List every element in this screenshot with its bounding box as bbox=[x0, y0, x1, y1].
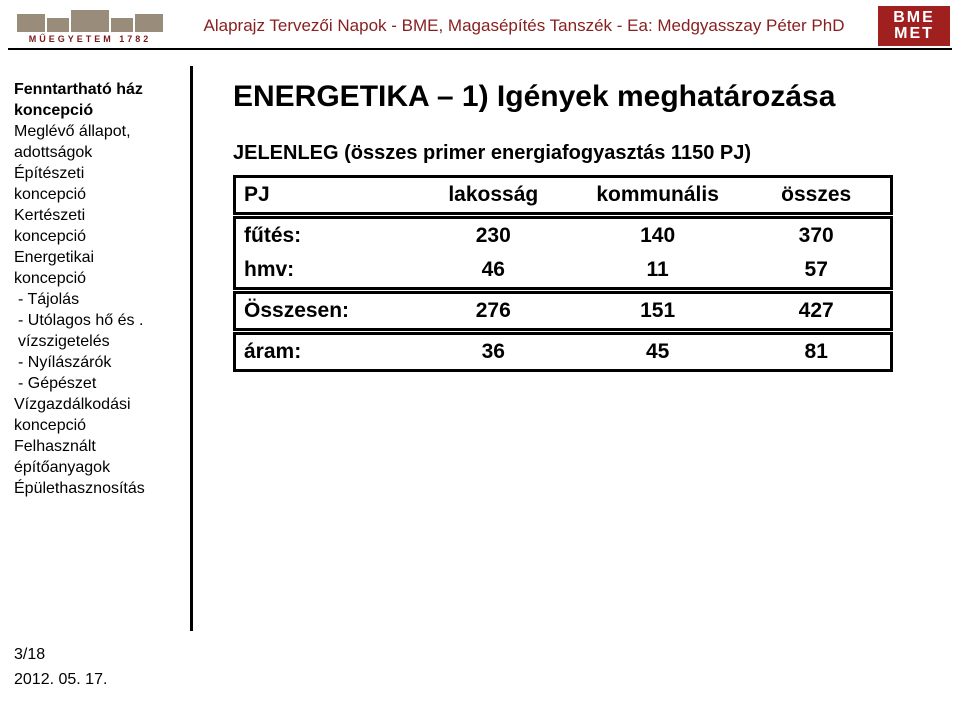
table-row: fűtés: 230 140 370 bbox=[235, 218, 892, 254]
cell-val: 45 bbox=[573, 334, 743, 371]
sidebar-item: Energetikai bbox=[14, 248, 184, 268]
sidebar-item: Vízgazdálkodási bbox=[14, 395, 184, 415]
sidebar-item: építőanyagok bbox=[14, 458, 184, 478]
sidebar-item: Épülethasznosítás bbox=[14, 479, 184, 499]
header-divider bbox=[8, 48, 952, 50]
sidebar-item: koncepció bbox=[14, 227, 184, 247]
cell-val: 36 bbox=[414, 334, 573, 371]
sidebar-item: - Tájolás bbox=[14, 290, 184, 310]
cell-val: 57 bbox=[742, 253, 891, 289]
table-row: áram: 36 45 81 bbox=[235, 334, 892, 371]
footer: 3/18 2012. 05. 17. bbox=[14, 642, 107, 693]
main-content: ENERGETIKA – 1) Igények meghatározása JE… bbox=[193, 60, 960, 711]
logo-left-text: MŰEGYETEM 1782 bbox=[29, 34, 152, 44]
th-kommunalis: kommunális bbox=[573, 177, 743, 214]
cell-label: áram: bbox=[235, 334, 414, 371]
logo-right-line2: MET bbox=[894, 26, 934, 42]
subtitle: JELENLEG (összes primer energiafogyasztá… bbox=[233, 142, 930, 165]
sidebar-item: Meglévő állapot, bbox=[14, 122, 184, 142]
th-osszes: összes bbox=[742, 177, 891, 214]
main-heading: ENERGETIKA – 1) Igények meghatározása bbox=[233, 80, 930, 114]
th-lakossag: lakosság bbox=[414, 177, 573, 214]
cell-val: 140 bbox=[573, 218, 743, 254]
building-icon bbox=[10, 8, 170, 32]
sidebar-item: koncepció bbox=[14, 269, 184, 289]
sidebar-item: Kertészeti bbox=[14, 206, 184, 226]
cell-label: fűtés: bbox=[235, 218, 414, 254]
cell-label: hmv: bbox=[235, 253, 414, 289]
sidebar-item: - Nyílászárók bbox=[14, 353, 184, 373]
table-row: hmv: 46 11 57 bbox=[235, 253, 892, 289]
table-row: PJ lakosság kommunális összes bbox=[235, 177, 892, 214]
table-row: Összesen: 276 151 427 bbox=[235, 293, 892, 330]
energy-table: PJ lakosság kommunális összes fűtés: 230… bbox=[233, 175, 893, 372]
sidebar-item: Felhasznált bbox=[14, 437, 184, 457]
cell-val: 81 bbox=[742, 334, 891, 371]
table-header-group: PJ lakosság kommunális összes bbox=[235, 177, 892, 214]
cell-val: 151 bbox=[573, 293, 743, 330]
sidebar-item: koncepció bbox=[14, 416, 184, 436]
header-bar: MŰEGYETEM 1782 Alaprajz Tervezői Napok -… bbox=[0, 0, 960, 52]
sidebar-item: koncepció bbox=[14, 101, 184, 121]
sidebar-item: adottságok bbox=[14, 143, 184, 163]
logo-left: MŰEGYETEM 1782 bbox=[10, 6, 170, 46]
cell-label: Összesen: bbox=[235, 293, 414, 330]
th-pj: PJ bbox=[235, 177, 414, 214]
cell-val: 276 bbox=[414, 293, 573, 330]
body-area: Fenntartható házkoncepcióMeglévő állapot… bbox=[0, 60, 960, 711]
header-title: Alaprajz Tervezői Napok - BME, Magasépít… bbox=[180, 16, 868, 36]
sidebar-item: koncepció bbox=[14, 185, 184, 205]
cell-val: 427 bbox=[742, 293, 891, 330]
sidebar-item: - Gépészet bbox=[14, 374, 184, 394]
cell-val: 230 bbox=[414, 218, 573, 254]
table-group-2: Összesen: 276 151 427 bbox=[235, 293, 892, 330]
logo-right: BME MET bbox=[878, 6, 950, 46]
footer-date: 2012. 05. 17. bbox=[14, 667, 107, 693]
page-number: 3/18 bbox=[14, 642, 107, 668]
sidebar-item: Fenntartható ház bbox=[14, 80, 184, 100]
table-group-1: fűtés: 230 140 370 hmv: 46 11 57 bbox=[235, 218, 892, 289]
sidebar-item: vízszigetelés bbox=[14, 332, 184, 352]
sidebar-item: - Utólagos hő és . bbox=[14, 311, 184, 331]
logo-right-line1: BME bbox=[893, 10, 935, 26]
table-group-3: áram: 36 45 81 bbox=[235, 334, 892, 371]
cell-val: 46 bbox=[414, 253, 573, 289]
sidebar-item: Építészeti bbox=[14, 164, 184, 184]
cell-val: 11 bbox=[573, 253, 743, 289]
sidebar: Fenntartható házkoncepcióMeglévő állapot… bbox=[0, 60, 190, 711]
cell-val: 370 bbox=[742, 218, 891, 254]
